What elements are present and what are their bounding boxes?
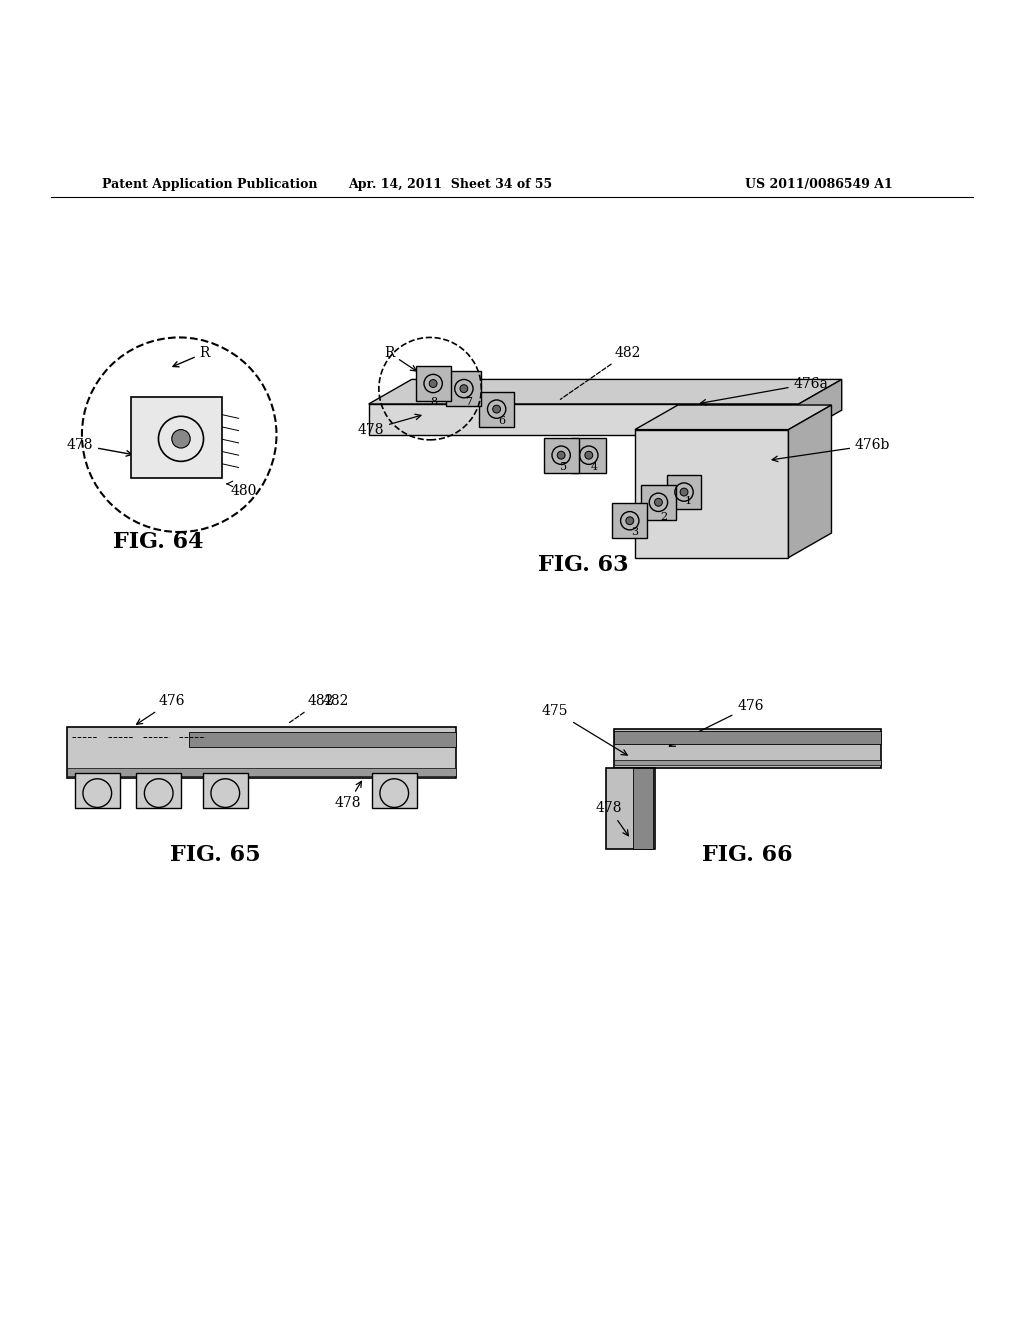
Bar bbox=[372, 772, 417, 808]
Bar bbox=[67, 768, 456, 776]
Text: 5: 5 bbox=[560, 462, 566, 473]
Text: 7: 7 bbox=[466, 397, 472, 407]
Text: 478: 478 bbox=[67, 438, 132, 457]
FancyBboxPatch shape bbox=[446, 371, 481, 407]
FancyBboxPatch shape bbox=[544, 438, 579, 473]
FancyBboxPatch shape bbox=[131, 397, 222, 478]
Bar bbox=[369, 404, 799, 434]
Text: 476b: 476b bbox=[772, 438, 891, 462]
Text: 476: 476 bbox=[136, 694, 185, 725]
Text: FIG. 63: FIG. 63 bbox=[539, 554, 629, 576]
Text: 482: 482 bbox=[289, 694, 334, 723]
Circle shape bbox=[429, 380, 437, 388]
Bar bbox=[614, 729, 881, 767]
Text: R: R bbox=[173, 346, 210, 367]
FancyBboxPatch shape bbox=[612, 503, 647, 539]
Text: 482: 482 bbox=[323, 694, 349, 708]
Text: 478: 478 bbox=[596, 801, 629, 836]
Text: 478: 478 bbox=[335, 781, 361, 810]
Bar bbox=[136, 772, 181, 808]
Polygon shape bbox=[799, 379, 842, 434]
FancyBboxPatch shape bbox=[641, 484, 676, 520]
Text: FIG. 64: FIG. 64 bbox=[114, 531, 204, 553]
Text: 475: 475 bbox=[542, 704, 628, 755]
Circle shape bbox=[626, 517, 634, 524]
Text: Apr. 14, 2011  Sheet 34 of 55: Apr. 14, 2011 Sheet 34 of 55 bbox=[348, 178, 553, 191]
Bar bbox=[203, 772, 248, 808]
Text: 4: 4 bbox=[591, 462, 597, 473]
Circle shape bbox=[680, 488, 688, 496]
Bar bbox=[635, 429, 788, 557]
Text: 480: 480 bbox=[230, 484, 257, 498]
Text: FIG. 65: FIG. 65 bbox=[170, 843, 260, 866]
Text: 476a: 476a bbox=[700, 376, 828, 405]
FancyBboxPatch shape bbox=[416, 366, 451, 401]
Polygon shape bbox=[369, 379, 842, 404]
Polygon shape bbox=[635, 405, 831, 429]
FancyBboxPatch shape bbox=[667, 475, 701, 510]
Circle shape bbox=[460, 384, 468, 392]
FancyBboxPatch shape bbox=[479, 392, 514, 426]
Bar bbox=[606, 767, 655, 850]
Bar bbox=[189, 731, 456, 747]
Text: 476: 476 bbox=[670, 700, 764, 746]
Bar bbox=[75, 772, 120, 808]
Text: 3: 3 bbox=[632, 527, 638, 537]
Bar bbox=[614, 759, 881, 766]
Text: 8: 8 bbox=[431, 397, 437, 407]
Bar bbox=[614, 730, 881, 744]
Text: 2: 2 bbox=[660, 512, 667, 521]
Circle shape bbox=[654, 499, 663, 507]
Text: 1: 1 bbox=[685, 496, 691, 507]
Circle shape bbox=[585, 451, 593, 459]
Bar bbox=[633, 767, 653, 850]
Text: 6: 6 bbox=[499, 416, 505, 426]
Bar bbox=[67, 726, 456, 777]
Text: 478: 478 bbox=[357, 414, 421, 437]
Text: R: R bbox=[384, 346, 417, 371]
Circle shape bbox=[557, 451, 565, 459]
Polygon shape bbox=[788, 405, 831, 557]
Circle shape bbox=[493, 405, 501, 413]
Text: US 2011/0086549 A1: US 2011/0086549 A1 bbox=[745, 178, 893, 191]
Text: FIG. 66: FIG. 66 bbox=[702, 843, 793, 866]
FancyBboxPatch shape bbox=[571, 438, 606, 473]
Text: Patent Application Publication: Patent Application Publication bbox=[102, 178, 317, 191]
Text: 482: 482 bbox=[560, 346, 641, 400]
Circle shape bbox=[172, 429, 190, 447]
